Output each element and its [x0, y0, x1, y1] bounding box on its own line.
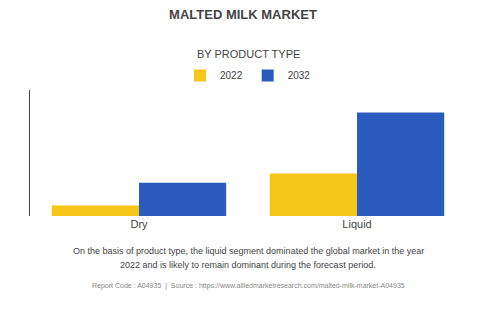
svg-text:BY PRODUCT TYPE: BY PRODUCT TYPE: [197, 48, 300, 60]
svg-text:2032: 2032: [288, 70, 311, 81]
svg-text:Dry: Dry: [130, 218, 148, 230]
svg-text:Liquid: Liquid: [342, 218, 371, 230]
svg-text:MALTED MILK MARKET: MALTED MILK MARKET: [169, 7, 317, 22]
svg-text:2022: 2022: [220, 70, 243, 81]
svg-text:Report Code : A04935 | Sourc: Report Code : A04935 | Source : https://…: [92, 282, 405, 290]
svg-text:On the basis of product type,: On the basis of product type, the liquid…: [73, 246, 424, 256]
svg-text:2022 and is likely to remain d: 2022 and is likely to remain dominant du…: [120, 260, 376, 270]
